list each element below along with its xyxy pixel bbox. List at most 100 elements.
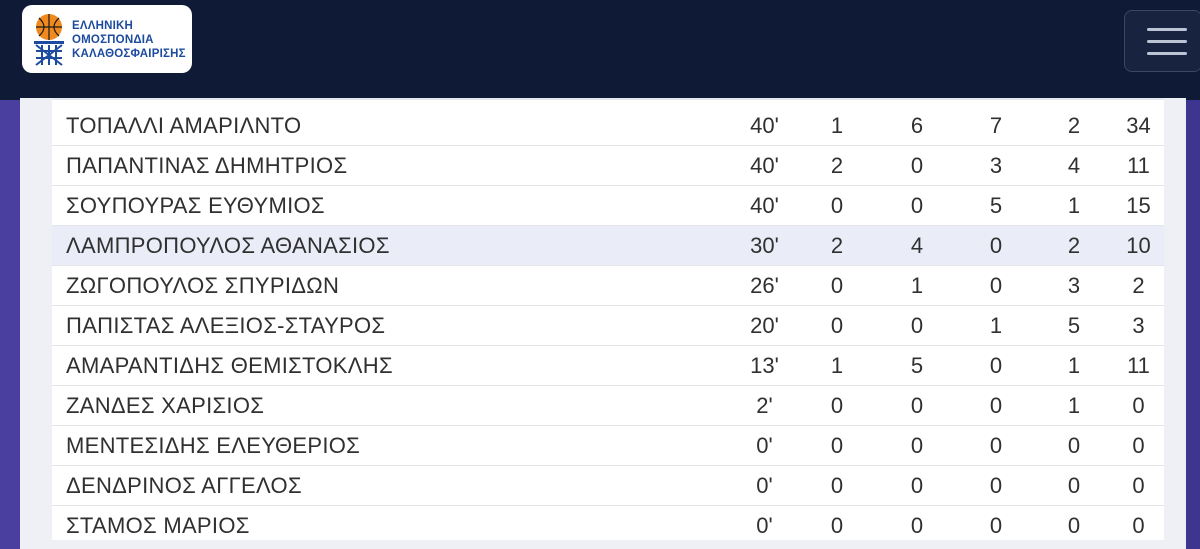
hamburger-menu-icon xyxy=(1147,40,1187,43)
stat-cell-1: 2 xyxy=(797,225,877,266)
stat-cell-2: 0 xyxy=(877,465,957,506)
stat-cell-4: 5 xyxy=(1035,305,1113,346)
points-cell: 11 xyxy=(1113,345,1164,386)
player-name: ΖΩΓΟΠΟΥΛΟΣ ΣΠΥΡΙΔΩΝ xyxy=(52,265,732,306)
player-row[interactable]: ΜΕΝΤΕΣΙΔΗΣ ΕΛΕΥΘΕΡΙΟΣ 0' 0 0 0 0 0 xyxy=(52,425,1164,466)
points-cell: 0 xyxy=(1113,425,1164,466)
stat-cell-4: 1 xyxy=(1035,345,1113,386)
stat-cell-3: 0 xyxy=(957,505,1035,540)
minutes-cell: 2' xyxy=(732,385,797,426)
player-name: ΠΑΠΙΣΤΑΣ ΑΛΕΞΙΟΣ-ΣΤΑΥΡΟΣ xyxy=(52,305,732,346)
stat-cell-1: 0 xyxy=(797,305,877,346)
points-cell: 0 xyxy=(1113,385,1164,426)
minutes-cell: 40' xyxy=(732,185,797,226)
stat-cell-3: 0 xyxy=(957,225,1035,266)
stat-cell-3: 0 xyxy=(957,265,1035,306)
points-cell: 34 xyxy=(1113,106,1164,146)
minutes-cell: 30' xyxy=(732,225,797,266)
player-name: ΔΕΝΔΡΙΝΟΣ ΑΓΓΕΛΟΣ xyxy=(52,465,732,506)
player-name: ΛΑΜΠΡΟΠΟΥΛΟΣ ΑΘΑΝΑΣΙΟΣ xyxy=(52,225,732,266)
minutes-cell: 26' xyxy=(732,265,797,306)
minutes-cell: 13' xyxy=(732,345,797,386)
stat-cell-2: 5 xyxy=(877,345,957,386)
stat-cell-1: 0 xyxy=(797,465,877,506)
stat-cell-3: 7 xyxy=(957,106,1035,146)
page-side-strip-right xyxy=(1186,100,1200,549)
hamburger-menu-icon xyxy=(1147,28,1187,31)
points-cell: 11 xyxy=(1113,145,1164,186)
logo-line-3: ΚΑΛΑΘΟΣΦΑΙΡΙΣΗΣ xyxy=(72,48,186,60)
page-side-strip-left xyxy=(0,100,20,549)
stat-cell-1: 0 xyxy=(797,505,877,540)
player-row[interactable]: ΑΜΑΡΑΝΤΙΔΗΣ ΘΕΜΙΣΤΟΚΛΗΣ 13' 1 5 0 1 11 xyxy=(52,345,1164,386)
stat-cell-1: 2 xyxy=(797,145,877,186)
basketball-logo-icon xyxy=(34,14,64,66)
player-row[interactable]: ΠΑΠΑΝΤΙΝΑΣ ΔΗΜΗΤΡΙΟΣ 40' 2 0 3 4 11 xyxy=(52,145,1164,186)
stat-cell-1: 0 xyxy=(797,185,877,226)
player-row[interactable]: ΖΑΝΔΕΣ ΧΑΡΙΣΙΟΣ 2' 0 0 0 1 0 xyxy=(52,385,1164,426)
stat-cell-2: 0 xyxy=(877,305,957,346)
player-name: ΖΑΝΔΕΣ ΧΑΡΙΣΙΟΣ xyxy=(52,385,732,426)
stat-cell-4: 2 xyxy=(1035,106,1113,146)
stat-cell-4: 3 xyxy=(1035,265,1113,306)
stat-cell-1: 0 xyxy=(797,265,877,306)
logo-line-1: ΕΛΛΗΝΙΚΗ xyxy=(72,20,134,32)
player-name: ΜΕΝΤΕΣΙΔΗΣ ΕΛΕΥΘΕΡΙΟΣ xyxy=(52,425,732,466)
player-stats-table-card: ΤΟΠΑΛΛΙ ΑΜΑΡΙΛΝΤΟ 40' 1 6 7 2 34 ΠΑΠΑΝΤΙΝΑΣ ΔΗΜ… xyxy=(52,100,1164,540)
player-row[interactable]: ΔΕΝΔΡΙΝΟΣ ΑΓΓΕΛΟΣ 0' 0 0 0 0 0 xyxy=(52,465,1164,506)
stat-cell-1: 0 xyxy=(797,385,877,426)
stat-cell-1: 1 xyxy=(797,345,877,386)
menu-button[interactable] xyxy=(1124,10,1200,72)
player-row[interactable]: ΣΤΑΜΟΣ ΜΑΡΙΟΣ 0' 0 0 0 0 0 xyxy=(52,505,1164,540)
stat-cell-2: 0 xyxy=(877,385,957,426)
player-row[interactable]: ΖΩΓΟΠΟΥΛΟΣ ΣΠΥΡΙΔΩΝ 26' 0 1 0 3 2 xyxy=(52,265,1164,306)
stat-cell-4: 0 xyxy=(1035,465,1113,506)
federation-logo[interactable]: ΕΛΛΗΝΙΚΗ ΟΜΟΣΠΟΝΔΙΑ ΚΑΛΑΘΟΣΦΑΙΡΙΣΗΣ xyxy=(22,5,192,73)
stat-cell-4: 0 xyxy=(1035,505,1113,540)
player-name: ΣΤΑΜΟΣ ΜΑΡΙΟΣ xyxy=(52,505,732,540)
minutes-cell: 20' xyxy=(732,305,797,346)
stat-cell-3: 3 xyxy=(957,145,1035,186)
player-row[interactable]: ΠΑΠΙΣΤΑΣ ΑΛΕΞΙΟΣ-ΣΤΑΥΡΟΣ 20' 0 0 1 5 3 xyxy=(52,305,1164,346)
stat-cell-3: 0 xyxy=(957,465,1035,506)
stat-cell-1: 1 xyxy=(797,106,877,146)
stat-cell-3: 0 xyxy=(957,425,1035,466)
player-row[interactable]: ΤΟΠΑΛΛΙ ΑΜΑΡΙΛΝΤΟ 40' 1 6 7 2 34 xyxy=(52,106,1164,146)
minutes-cell: 0' xyxy=(732,505,797,540)
stat-cell-4: 4 xyxy=(1035,145,1113,186)
player-name: ΤΟΠΑΛΛΙ ΑΜΑΡΙΛΝΤΟ xyxy=(52,106,732,146)
minutes-cell: 0' xyxy=(732,425,797,466)
points-cell: 0 xyxy=(1113,465,1164,506)
player-name: ΣΟΥΠΟΥΡΑΣ ΕΥΘΥΜΙΟΣ xyxy=(52,185,732,226)
stat-cell-3: 1 xyxy=(957,305,1035,346)
stat-cell-2: 1 xyxy=(877,265,957,306)
player-name: ΠΑΠΑΝΤΙΝΑΣ ΔΗΜΗΤΡΙΟΣ xyxy=(52,145,732,186)
stat-cell-2: 4 xyxy=(877,225,957,266)
player-name: ΑΜΑΡΑΝΤΙΔΗΣ ΘΕΜΙΣΤΟΚΛΗΣ xyxy=(52,345,732,386)
hamburger-menu-icon xyxy=(1147,52,1187,55)
site-header: ΕΛΛΗΝΙΚΗ ΟΜΟΣΠΟΝΔΙΑ ΚΑΛΑΘΟΣΦΑΙΡΙΣΗΣ xyxy=(0,0,1200,100)
stat-cell-2: 6 xyxy=(877,106,957,146)
points-cell: 15 xyxy=(1113,185,1164,226)
stat-cell-3: 0 xyxy=(957,345,1035,386)
player-stats-table: ΤΟΠΑΛΛΙ ΑΜΑΡΙΛΝΤΟ 40' 1 6 7 2 34 ΠΑΠΑΝΤΙΝΑΣ ΔΗΜ… xyxy=(52,106,1164,540)
points-cell: 2 xyxy=(1113,265,1164,306)
stat-cell-3: 0 xyxy=(957,385,1035,426)
minutes-cell: 40' xyxy=(732,106,797,146)
stat-cell-4: 0 xyxy=(1035,425,1113,466)
points-cell: 3 xyxy=(1113,305,1164,346)
stat-cell-2: 0 xyxy=(877,505,957,540)
player-row[interactable]: ΣΟΥΠΟΥΡΑΣ ΕΥΘΥΜΙΟΣ 40' 0 0 5 1 15 xyxy=(52,185,1164,226)
player-row[interactable]: ΛΑΜΠΡΟΠΟΥΛΟΣ ΑΘΑΝΑΣΙΟΣ 30' 2 4 0 2 10 xyxy=(52,225,1164,266)
stat-cell-3: 5 xyxy=(957,185,1035,226)
points-cell: 0 xyxy=(1113,505,1164,540)
minutes-cell: 40' xyxy=(732,145,797,186)
points-cell: 10 xyxy=(1113,225,1164,266)
stat-cell-4: 1 xyxy=(1035,185,1113,226)
stat-cell-2: 0 xyxy=(877,425,957,466)
minutes-cell: 0' xyxy=(732,465,797,506)
stat-cell-4: 2 xyxy=(1035,225,1113,266)
stat-cell-2: 0 xyxy=(877,145,957,186)
logo-wordmark: ΕΛΛΗΝΙΚΗ ΟΜΟΣΠΟΝΔΙΑ ΚΑΛΑΘΟΣΦΑΙΡΙΣΗΣ xyxy=(72,19,186,61)
stat-cell-2: 0 xyxy=(877,185,957,226)
